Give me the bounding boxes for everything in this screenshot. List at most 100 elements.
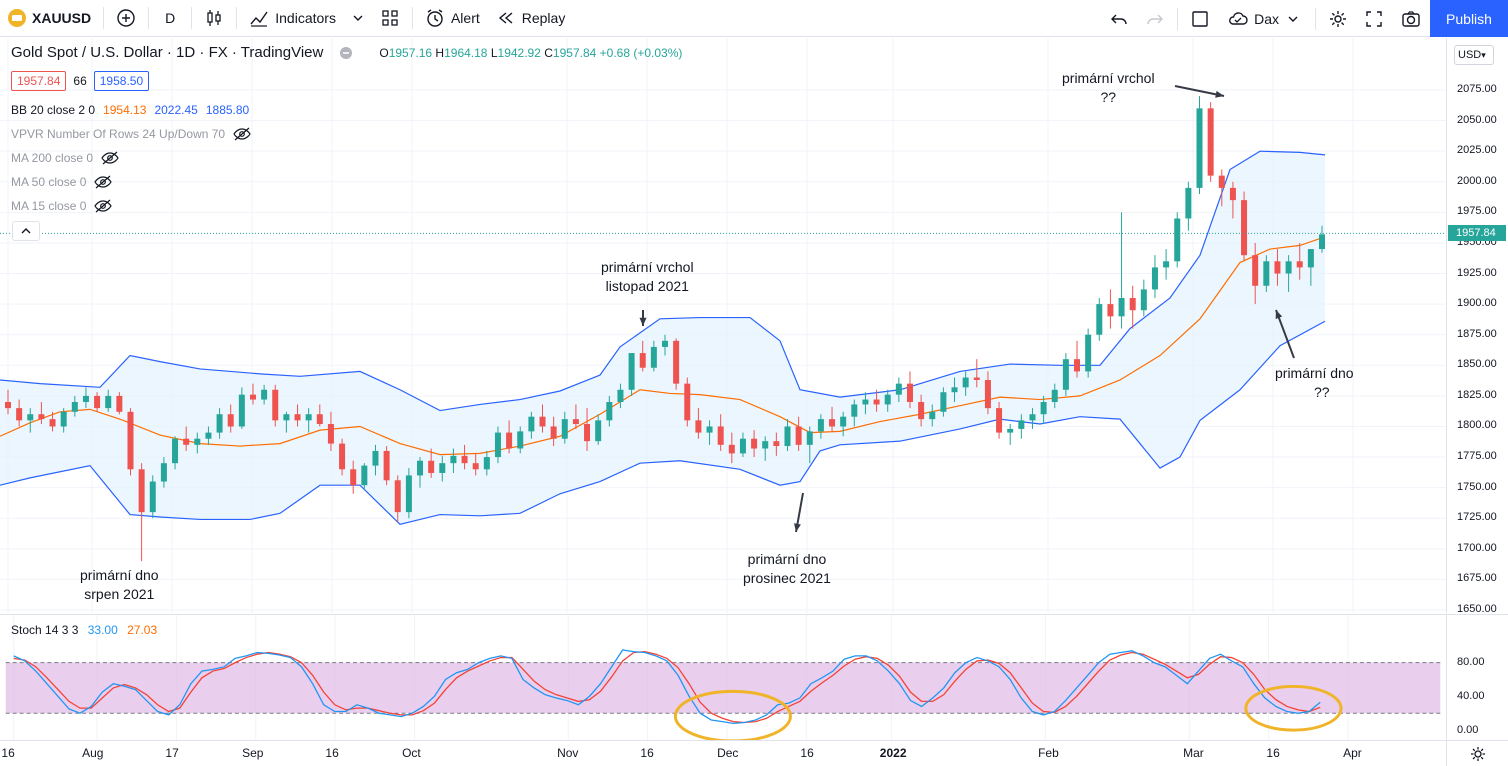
undo-icon [1111,14,1127,24]
layout-name-label: Dax [1254,10,1279,27]
time-tick-label: Mar [1183,746,1204,760]
eye-hidden-icon[interactable] [94,199,113,213]
chart-type-button[interactable] [196,0,232,37]
candle-up [305,414,312,421]
price-tick-label: 2050.00 [1457,113,1497,126]
candle-down [394,480,401,513]
candle-up [361,465,368,486]
indicator-templates-button[interactable] [344,0,372,37]
candle-up [650,346,657,368]
interval-button[interactable]: D [153,0,187,37]
main-chart-pane[interactable] [0,38,1446,613]
price-tick-label: 1925.00 [1457,266,1497,279]
fullscreen-layout-button[interactable] [1182,0,1218,37]
candle-down [918,402,925,420]
low-value: 1942.92 [497,45,541,60]
candle-up [1319,234,1325,250]
candle-up [862,399,869,405]
stoch-band-fill [5,662,1441,714]
candle-down [639,353,646,368]
eye-hidden-icon[interactable] [94,175,113,189]
candle-down [728,444,735,454]
highlight-ellipse [1244,684,1343,732]
gold-symbol-icon [8,9,26,27]
save-layout-button[interactable]: Dax [1218,0,1311,37]
spread-value: 66 [73,74,87,88]
snapshot-button[interactable] [1392,0,1430,37]
time-tick-label: 17 [165,746,179,760]
arrow-head [1215,90,1224,98]
plus-circle-icon [117,9,135,27]
annotation-text: primární vrchol [601,259,694,275]
candle-up [450,455,457,464]
time-axis[interactable]: 16 Aug 17 Sep 16 Oct Nov 16 Dec 16 2022 Feb Mar 16 Apr [0,740,1446,766]
price-axis[interactable]: USD▾ 2075.00 2050.00 2025.00 2000.00 1975.00… [1446,38,1508,615]
bb-legend[interactable]: BB 20 close 2 0 1954.13 2022.45 1885.80 [11,103,249,117]
candle-down [695,420,702,433]
gear-icon [1330,10,1346,27]
stoch-d-value: 27.03 [127,623,158,637]
highlight-ellipse [673,689,792,740]
ma50-legend[interactable]: MA 50 close 0 [11,175,113,189]
candle-up [1196,108,1203,188]
candle-down [584,424,591,442]
candle-down [5,402,11,409]
candle-up [439,463,446,473]
layout-grid-button[interactable] [372,0,408,37]
currency-selector[interactable]: USD▾ [1454,45,1494,65]
annotation-bottom-dec[interactable]: primární dno prosinec 2021 [743,550,831,588]
bb-fill [0,151,1325,525]
symbol-title[interactable]: Gold Spot / U.S. Dollar · 1D · FX · Trad… [11,44,324,61]
candle-down [1218,175,1225,188]
sell-price-button[interactable]: 1957.84 [11,71,67,91]
fullscreen-button[interactable] [1356,0,1392,37]
annotation-text: listopad 2021 [605,278,689,294]
vpvr-legend[interactable]: VPVR Number Of Rows 24 Up/Down 70 [11,127,251,141]
symbol-label: XAUUSD [32,10,92,26]
alert-button[interactable]: Alert [417,0,488,37]
stoch-axis[interactable]: 80.00 40.00 0.00 [1446,614,1508,740]
stoch-legend[interactable]: Stoch 14 3 3 33.00 27.03 [11,623,157,637]
candle-up [417,460,424,476]
ma200-legend[interactable]: MA 200 close 0 [11,151,119,165]
settings-button[interactable] [1320,0,1356,37]
stochastic-pane[interactable] [0,614,1446,740]
candle-up [1285,261,1292,274]
annotation-text: prosinec 2021 [743,570,831,586]
indicators-button[interactable]: Indicators [241,0,344,37]
arrow-head [639,317,647,326]
redo-button[interactable] [1137,0,1173,37]
candle-up [951,387,958,393]
close-label: C [544,45,553,60]
annotation-text: srpen 2021 [84,586,155,602]
arrow-line [1275,309,1295,359]
vpvr-label: VPVR Number Of Rows 24 Up/Down 70 [11,127,226,141]
axis-settings-button[interactable] [1446,740,1508,766]
annotation-bottom-aug[interactable]: primární dno srpen 2021 [80,566,159,604]
time-tick-label: Apr [1343,746,1362,760]
publish-button[interactable]: Publish [1430,0,1508,37]
eye-hidden-icon[interactable] [101,151,119,165]
collapse-legend-button[interactable] [12,221,40,241]
undo-button[interactable] [1101,0,1137,37]
price-tick-label: 1975.00 [1457,205,1497,218]
candle-up [283,414,290,421]
annotation-top-nov[interactable]: primární vrchol listopad 2021 [601,258,694,296]
change-value: +0.68 (+0.03%) [599,45,683,60]
close-value: 1957.84 [552,45,597,60]
price-tick-label: 2025.00 [1457,144,1497,157]
candle-up [517,431,524,449]
eye-hidden-icon[interactable] [233,127,251,141]
bb-lower-line [0,320,1326,526]
symbol-search-button[interactable]: XAUUSD [0,0,99,37]
ma15-legend[interactable]: MA 15 close 0 [11,199,113,213]
annotation-top-mar[interactable]: primární vrchol ?? [1062,69,1155,107]
compare-symbol-button[interactable] [108,0,144,37]
candle-down [684,383,691,421]
annotation-bottom-mar[interactable]: primární dno ?? [1275,364,1354,402]
replay-button[interactable]: Replay [488,0,574,37]
candle-up [82,395,89,402]
candle-up [149,481,156,513]
candle-up [238,394,245,427]
buy-price-button[interactable]: 1958.50 [93,71,150,91]
